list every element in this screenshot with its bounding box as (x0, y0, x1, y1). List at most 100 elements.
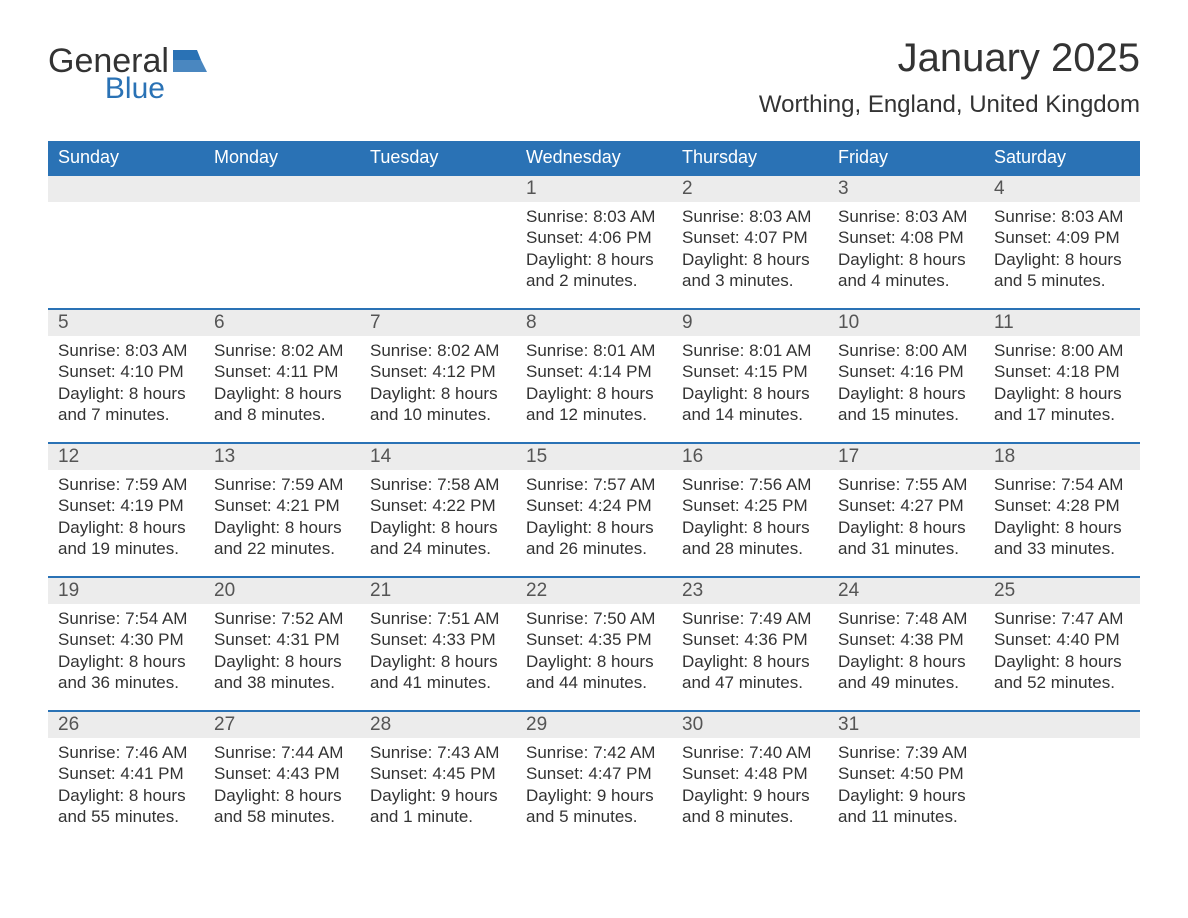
sunrise-text: Sunrise: 7:40 AM (682, 742, 818, 763)
day-number: 5 (48, 308, 204, 336)
sunrise-text: Sunrise: 7:51 AM (370, 608, 506, 629)
daylight-text-1: Daylight: 8 hours (526, 383, 662, 404)
daylight-text-1: Daylight: 9 hours (526, 785, 662, 806)
calendar-day-cell: 15Sunrise: 7:57 AMSunset: 4:24 PMDayligh… (516, 442, 672, 576)
calendar-day-cell: 21Sunrise: 7:51 AMSunset: 4:33 PMDayligh… (360, 576, 516, 710)
day-content: Sunrise: 8:03 AMSunset: 4:09 PMDaylight:… (984, 202, 1140, 299)
sunset-text: Sunset: 4:40 PM (994, 629, 1130, 650)
day-number (360, 174, 516, 202)
weekday-header-row: SundayMondayTuesdayWednesdayThursdayFrid… (48, 141, 1140, 174)
calendar-day-cell: 12Sunrise: 7:59 AMSunset: 4:19 PMDayligh… (48, 442, 204, 576)
calendar-day-cell: 11Sunrise: 8:00 AMSunset: 4:18 PMDayligh… (984, 308, 1140, 442)
daylight-text-1: Daylight: 8 hours (682, 517, 818, 538)
day-number: 10 (828, 308, 984, 336)
sunset-text: Sunset: 4:11 PM (214, 361, 350, 382)
day-content: Sunrise: 7:39 AMSunset: 4:50 PMDaylight:… (828, 738, 984, 835)
daylight-text-1: Daylight: 8 hours (370, 517, 506, 538)
sunset-text: Sunset: 4:19 PM (58, 495, 194, 516)
calendar-day-cell (204, 174, 360, 308)
weekday-header: Friday (828, 141, 984, 174)
daylight-text-2: and 1 minute. (370, 806, 506, 827)
calendar-day-cell: 25Sunrise: 7:47 AMSunset: 4:40 PMDayligh… (984, 576, 1140, 710)
day-content: Sunrise: 7:44 AMSunset: 4:43 PMDaylight:… (204, 738, 360, 835)
day-content: Sunrise: 7:49 AMSunset: 4:36 PMDaylight:… (672, 604, 828, 701)
daylight-text-2: and 5 minutes. (526, 806, 662, 827)
daylight-text-1: Daylight: 8 hours (370, 383, 506, 404)
weekday-header: Sunday (48, 141, 204, 174)
calendar-day-cell: 13Sunrise: 7:59 AMSunset: 4:21 PMDayligh… (204, 442, 360, 576)
location-subtitle: Worthing, England, United Kingdom (759, 91, 1140, 119)
calendar-week-row: 5Sunrise: 8:03 AMSunset: 4:10 PMDaylight… (48, 308, 1140, 442)
calendar-day-cell: 18Sunrise: 7:54 AMSunset: 4:28 PMDayligh… (984, 442, 1140, 576)
header-row: General Blue January 2025 Worthing, Engl… (48, 36, 1140, 133)
calendar-day-cell: 1Sunrise: 8:03 AMSunset: 4:06 PMDaylight… (516, 174, 672, 308)
daylight-text-2: and 33 minutes. (994, 538, 1130, 559)
sunset-text: Sunset: 4:41 PM (58, 763, 194, 784)
daylight-text-2: and 5 minutes. (994, 270, 1130, 291)
day-content: Sunrise: 8:02 AMSunset: 4:11 PMDaylight:… (204, 336, 360, 433)
sunrise-text: Sunrise: 8:00 AM (994, 340, 1130, 361)
day-content: Sunrise: 7:48 AMSunset: 4:38 PMDaylight:… (828, 604, 984, 701)
sunset-text: Sunset: 4:08 PM (838, 227, 974, 248)
sunset-text: Sunset: 4:09 PM (994, 227, 1130, 248)
day-number: 2 (672, 174, 828, 202)
sunset-text: Sunset: 4:16 PM (838, 361, 974, 382)
calendar-day-cell (360, 174, 516, 308)
daylight-text-2: and 8 minutes. (214, 404, 350, 425)
sunset-text: Sunset: 4:28 PM (994, 495, 1130, 516)
daylight-text-1: Daylight: 8 hours (214, 651, 350, 672)
daylight-text-2: and 7 minutes. (58, 404, 194, 425)
daylight-text-2: and 3 minutes. (682, 270, 818, 291)
sunset-text: Sunset: 4:22 PM (370, 495, 506, 516)
sunrise-text: Sunrise: 7:48 AM (838, 608, 974, 629)
sunrise-text: Sunrise: 7:54 AM (58, 608, 194, 629)
daylight-text-1: Daylight: 8 hours (838, 383, 974, 404)
daylight-text-2: and 47 minutes. (682, 672, 818, 693)
logo: General Blue (48, 36, 207, 104)
daylight-text-2: and 41 minutes. (370, 672, 506, 693)
sunrise-text: Sunrise: 8:03 AM (838, 206, 974, 227)
calendar-day-cell: 16Sunrise: 7:56 AMSunset: 4:25 PMDayligh… (672, 442, 828, 576)
sunrise-text: Sunrise: 8:03 AM (58, 340, 194, 361)
daylight-text-1: Daylight: 8 hours (994, 517, 1130, 538)
day-content: Sunrise: 8:00 AMSunset: 4:16 PMDaylight:… (828, 336, 984, 433)
calendar-day-cell: 6Sunrise: 8:02 AMSunset: 4:11 PMDaylight… (204, 308, 360, 442)
sunset-text: Sunset: 4:27 PM (838, 495, 974, 516)
sunset-text: Sunset: 4:24 PM (526, 495, 662, 516)
daylight-text-1: Daylight: 8 hours (838, 651, 974, 672)
calendar-day-cell: 19Sunrise: 7:54 AMSunset: 4:30 PMDayligh… (48, 576, 204, 710)
weekday-header: Wednesday (516, 141, 672, 174)
day-content: Sunrise: 8:00 AMSunset: 4:18 PMDaylight:… (984, 336, 1140, 433)
day-number: 21 (360, 576, 516, 604)
sunrise-text: Sunrise: 7:55 AM (838, 474, 974, 495)
sunrise-text: Sunrise: 8:03 AM (994, 206, 1130, 227)
sunrise-text: Sunrise: 8:02 AM (370, 340, 506, 361)
daylight-text-2: and 44 minutes. (526, 672, 662, 693)
day-number: 25 (984, 576, 1140, 604)
sunset-text: Sunset: 4:36 PM (682, 629, 818, 650)
calendar-day-cell: 7Sunrise: 8:02 AMSunset: 4:12 PMDaylight… (360, 308, 516, 442)
day-content: Sunrise: 7:59 AMSunset: 4:21 PMDaylight:… (204, 470, 360, 567)
weekday-header: Tuesday (360, 141, 516, 174)
day-content: Sunrise: 7:56 AMSunset: 4:25 PMDaylight:… (672, 470, 828, 567)
calendar-day-cell: 26Sunrise: 7:46 AMSunset: 4:41 PMDayligh… (48, 710, 204, 844)
daylight-text-2: and 4 minutes. (838, 270, 974, 291)
calendar-day-cell: 22Sunrise: 7:50 AMSunset: 4:35 PMDayligh… (516, 576, 672, 710)
daylight-text-2: and 22 minutes. (214, 538, 350, 559)
day-number: 30 (672, 710, 828, 738)
sunrise-text: Sunrise: 7:43 AM (370, 742, 506, 763)
day-content: Sunrise: 7:43 AMSunset: 4:45 PMDaylight:… (360, 738, 516, 835)
daylight-text-1: Daylight: 8 hours (370, 651, 506, 672)
title-block: January 2025 Worthing, England, United K… (759, 36, 1140, 133)
day-number: 24 (828, 576, 984, 604)
month-title: January 2025 (759, 36, 1140, 81)
daylight-text-2: and 15 minutes. (838, 404, 974, 425)
sunrise-text: Sunrise: 7:54 AM (994, 474, 1130, 495)
sunrise-text: Sunrise: 7:58 AM (370, 474, 506, 495)
day-number: 9 (672, 308, 828, 336)
calendar-day-cell: 4Sunrise: 8:03 AMSunset: 4:09 PMDaylight… (984, 174, 1140, 308)
daylight-text-1: Daylight: 8 hours (58, 383, 194, 404)
daylight-text-1: Daylight: 8 hours (526, 517, 662, 538)
daylight-text-2: and 31 minutes. (838, 538, 974, 559)
day-number: 20 (204, 576, 360, 604)
